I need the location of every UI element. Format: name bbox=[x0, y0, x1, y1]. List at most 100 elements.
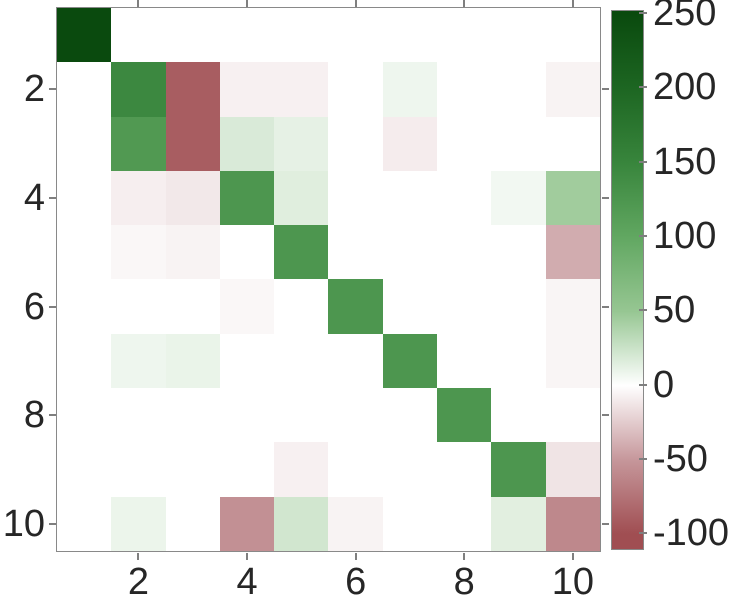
heatmap-cell-r6-c4 bbox=[219, 279, 275, 334]
heatmap-cell-r8-c9 bbox=[491, 388, 546, 443]
heatmap-cell-r3-c4 bbox=[219, 116, 275, 171]
axis-tick-mark bbox=[571, 552, 574, 560]
heatmap-cell-r7-c6 bbox=[328, 333, 383, 389]
heatmap-cell-r7-c1 bbox=[57, 333, 112, 389]
heatmap-cell-r9-c5 bbox=[274, 442, 329, 497]
heatmap-cell-r7-c5 bbox=[274, 333, 329, 389]
heatmap-cell-r9-c7 bbox=[382, 442, 438, 497]
axis-tick-mark bbox=[48, 414, 56, 417]
heatmap-cell-r3-c9 bbox=[491, 116, 546, 171]
heatmap-cell-r6-c6 bbox=[328, 279, 383, 334]
heatmap-cell-r10-c2 bbox=[111, 496, 166, 551]
x-axis-tick-label: 2 bbox=[127, 561, 149, 603]
colorbar-tick-mark bbox=[639, 86, 647, 89]
axis-tick-mark bbox=[246, 0, 249, 7]
heatmap-cell-r4-c2 bbox=[111, 170, 166, 226]
heatmap-cell-r8-c5 bbox=[274, 388, 329, 443]
colorbar-tick-label: -50 bbox=[653, 437, 708, 480]
heatmap-cell-r7-c3 bbox=[165, 333, 220, 389]
heatmap-cell-r3-c6 bbox=[328, 116, 383, 171]
heatmap-cell-r10-c6 bbox=[328, 496, 383, 551]
heatmap-cell-r10-c5 bbox=[274, 496, 329, 551]
heatmap-cell-r5-c9 bbox=[491, 225, 546, 280]
heatmap-cell-r10-c4 bbox=[219, 496, 275, 551]
heatmap-cell-r8-c6 bbox=[328, 388, 383, 443]
x-axis-tick-label: 8 bbox=[453, 561, 475, 603]
colorbar-tick-label: 150 bbox=[653, 140, 717, 183]
heatmap-cell-r1-c6 bbox=[328, 8, 383, 63]
heatmap-cell-r3-c2 bbox=[111, 116, 166, 171]
axis-tick-mark bbox=[354, 552, 357, 560]
heatmap-cell-r1-c10 bbox=[545, 8, 600, 63]
heatmap-cell-r2-c2 bbox=[111, 62, 166, 117]
heatmap-cell-r6-c2 bbox=[111, 279, 166, 334]
colorbar-tick-label: 100 bbox=[653, 214, 717, 257]
heatmap-cell-r2-c9 bbox=[491, 62, 546, 117]
heatmap-cell-r5-c7 bbox=[382, 225, 438, 280]
heatmap-cell-r7-c10 bbox=[545, 333, 600, 389]
heatmap-cell-r2-c1 bbox=[57, 62, 112, 117]
heatmap-cell-r1-c3 bbox=[165, 8, 220, 63]
heatmap-cell-r7-c8 bbox=[437, 333, 492, 389]
heatmap-cell-r8-c4 bbox=[219, 388, 275, 443]
heatmap-cell-r2-c5 bbox=[274, 62, 329, 117]
colorbar-tick-label: -100 bbox=[653, 512, 730, 555]
heatmap-cell-r8-c10 bbox=[545, 388, 600, 443]
heatmap-cell-r3-c3 bbox=[165, 116, 220, 171]
axis-tick-mark bbox=[571, 0, 574, 7]
heatmap-cell-r10-c7 bbox=[382, 496, 438, 551]
heatmap-cell-r6-c8 bbox=[437, 279, 492, 334]
heatmap-cell-r9-c1 bbox=[57, 442, 112, 497]
heatmap-cell-r4-c1 bbox=[57, 170, 112, 226]
heatmap-cell-r7-c7 bbox=[382, 333, 438, 389]
heatmap-cell-r1-c9 bbox=[491, 8, 546, 63]
heatmap-cell-r2-c7 bbox=[382, 62, 438, 117]
heatmap-cell-r6-c1 bbox=[57, 279, 112, 334]
heatmap-cell-r1-c2 bbox=[111, 8, 166, 63]
heatmap-cell-r3-c1 bbox=[57, 116, 112, 171]
heatmap-cell-r9-c6 bbox=[328, 442, 383, 497]
heatmap-cell-r10-c8 bbox=[437, 496, 492, 551]
heatmap-cell-r10-c3 bbox=[165, 496, 220, 551]
heatmap-grid bbox=[57, 8, 600, 551]
y-axis-tick-label: 10 bbox=[2, 502, 45, 545]
heatmap-cell-r5-c1 bbox=[57, 225, 112, 280]
heatmap-cell-r9-c8 bbox=[437, 442, 492, 497]
heatmap-cell-r2-c6 bbox=[328, 62, 383, 117]
heatmap-cell-r6-c5 bbox=[274, 279, 329, 334]
x-axis-tick-label: 6 bbox=[345, 561, 367, 603]
colorbar-tick-label: 50 bbox=[653, 289, 696, 332]
heatmap-cell-r9-c3 bbox=[165, 442, 220, 497]
axis-tick-mark bbox=[463, 0, 466, 7]
heatmap-cell-r6-c10 bbox=[545, 279, 600, 334]
axis-tick-mark bbox=[48, 305, 56, 308]
colorbar-tick-mark bbox=[639, 234, 647, 237]
heatmap-cell-r10-c10 bbox=[545, 496, 600, 551]
heatmap-cell-r3-c8 bbox=[437, 116, 492, 171]
y-axis-tick-label: 2 bbox=[23, 68, 45, 111]
heatmap-cell-r9-c4 bbox=[219, 442, 275, 497]
colorbar-tick-mark bbox=[639, 532, 647, 535]
colorbar-tick-mark bbox=[639, 160, 647, 163]
heatmap-cell-r3-c10 bbox=[545, 116, 600, 171]
heatmap-cell-r4-c9 bbox=[491, 170, 546, 226]
colorbar-tick-mark bbox=[639, 309, 647, 312]
heatmap-cell-r5-c10 bbox=[545, 225, 600, 280]
heatmap-cell-r10-c1 bbox=[57, 496, 112, 551]
x-axis-tick-label: 10 bbox=[551, 561, 594, 603]
heatmap-cell-r8-c2 bbox=[111, 388, 166, 443]
heatmap-cell-r5-c2 bbox=[111, 225, 166, 280]
colorbar-tick-label: 250 bbox=[653, 0, 717, 34]
heatmap-cell-r5-c3 bbox=[165, 225, 220, 280]
axis-tick-mark bbox=[601, 197, 609, 200]
colorbar-tick-mark bbox=[639, 11, 647, 14]
colorbar-tick-label: 0 bbox=[653, 363, 675, 406]
heatmap-cell-r5-c6 bbox=[328, 225, 383, 280]
heatmap-cell-r1-c8 bbox=[437, 8, 492, 63]
heatmap-cell-r2-c3 bbox=[165, 62, 220, 117]
colorbar-tick-mark bbox=[639, 457, 647, 460]
heatmap-cell-r7-c9 bbox=[491, 333, 546, 389]
heatmap-cell-r4-c10 bbox=[545, 170, 600, 226]
heatmap-cell-r8-c8 bbox=[437, 388, 492, 443]
heatmap-cell-r4-c3 bbox=[165, 170, 220, 226]
